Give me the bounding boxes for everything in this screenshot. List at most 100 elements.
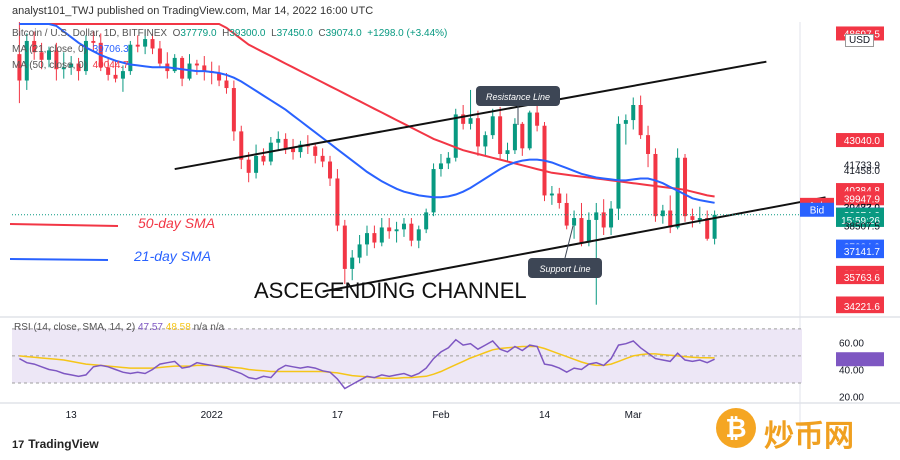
- candle-body: [372, 233, 377, 243]
- price-label: 41733.9: [844, 161, 881, 172]
- rsi-extra: n/a n/a: [194, 322, 225, 333]
- high-value: 39300.0: [229, 28, 266, 39]
- low-label: L: [271, 28, 277, 39]
- currency-badge[interactable]: USD: [845, 34, 875, 47]
- close-value: 39074.0: [325, 28, 362, 39]
- candle-body: [39, 52, 44, 60]
- candle-body: [120, 71, 125, 79]
- support-label: Support Line: [539, 264, 590, 274]
- rsi-value: 47.57: [138, 322, 163, 333]
- candle-body: [91, 40, 96, 43]
- candle-body: [468, 118, 473, 124]
- candle-body: [313, 146, 318, 156]
- rsi-ma-value: 48.58: [166, 322, 191, 333]
- candle-body: [631, 105, 636, 121]
- support-label-pointer: [564, 225, 574, 259]
- candle-body: [505, 150, 510, 154]
- x-axis-label: 14: [539, 410, 551, 421]
- rsi-legend: RSI (14, close, SMA, 14, 2) 47.57 48.58 …: [14, 322, 225, 333]
- candle-body: [298, 144, 303, 153]
- candle-body: [194, 63, 199, 66]
- ma50-legend[interactable]: MA (50, close, 0) 40044.7: [12, 60, 129, 71]
- bitcoin-icon: ₿: [716, 408, 756, 448]
- symbol-name: Bitcoin / U.S. Dollar, 1D, BITFINEX: [12, 28, 168, 39]
- close-label: C: [318, 28, 326, 39]
- candle-body: [17, 54, 22, 81]
- change-value: +1298.0 (+3.44%): [367, 28, 448, 39]
- price-label: 43040.0: [844, 136, 881, 147]
- chart-header: analyst101_TWJ published on TradingView.…: [0, 0, 900, 22]
- candle-body: [601, 212, 606, 228]
- price-badge: [836, 270, 884, 285]
- watermark-logo: ₿ 炒币网: [716, 408, 886, 453]
- candle-body: [350, 257, 355, 269]
- candle-body: [61, 67, 66, 70]
- candle-body: [401, 223, 406, 230]
- candle-body: [461, 114, 466, 124]
- candle-body: [328, 161, 333, 179]
- candle-body: [453, 114, 458, 158]
- candle-body: [438, 163, 443, 170]
- candle-body: [586, 219, 591, 243]
- candle-body: [83, 40, 88, 72]
- ma21-label: MA (21, close, 0): [12, 44, 88, 55]
- support-label-box: [528, 258, 602, 278]
- ma21-legend[interactable]: MA (21, close, 0) 39706.3: [12, 44, 129, 55]
- candle-body: [76, 63, 81, 72]
- candle-body: [409, 223, 414, 241]
- ma21-value: 39706.3: [92, 44, 129, 55]
- candle-body: [616, 123, 621, 209]
- price-label: 41458.0: [844, 166, 881, 177]
- candle-body: [483, 135, 488, 147]
- open-value: 37779.0: [180, 28, 217, 39]
- rsi-axis-label: 60.00: [839, 338, 864, 349]
- channel-title: ASCECENDING CHANNEL: [254, 278, 527, 303]
- candle-body: [705, 218, 710, 239]
- resistance-label: Resistance Line: [486, 92, 550, 102]
- candle-body: [69, 63, 74, 68]
- chart-footer: 17 TradingView: [0, 432, 900, 460]
- ma50-value: 40044.7: [92, 60, 129, 71]
- candle-body: [431, 169, 436, 213]
- candle-body: [276, 138, 281, 143]
- candle-body: [342, 225, 347, 269]
- candle-body: [490, 116, 495, 136]
- candle-body: [623, 120, 628, 124]
- candle-body: [224, 80, 229, 89]
- rsi-line: [19, 338, 715, 390]
- sma21-key-line: [9, 258, 109, 261]
- candle-body: [475, 118, 480, 147]
- candle-body: [261, 155, 266, 162]
- candle-body: [498, 116, 503, 154]
- x-axis-label: 2022: [201, 410, 224, 421]
- candle-body: [690, 216, 695, 220]
- price-badge: [836, 133, 884, 148]
- rsi-axis-label: 20.00: [839, 393, 864, 404]
- ma50-label: MA (50, close, 0): [12, 60, 88, 71]
- candle-body: [143, 39, 148, 47]
- symbol-legend[interactable]: Bitcoin / U.S. Dollar, 1D, BITFINEX O377…: [12, 28, 447, 39]
- candle-body: [683, 157, 688, 217]
- candle-body: [172, 57, 177, 72]
- resistance-line: [174, 60, 767, 171]
- price-label: 35763.6: [844, 273, 881, 284]
- watermark-text: 炒币网: [764, 420, 854, 453]
- price-label: 38507.5: [844, 221, 881, 232]
- candle-body: [549, 193, 554, 196]
- rsi-current-badge: [836, 352, 884, 367]
- candle-body: [668, 210, 673, 228]
- price-label: 39947.9: [844, 194, 881, 205]
- candle-body: [520, 123, 525, 149]
- candle-body: [712, 214, 717, 239]
- bid-label: Bid: [810, 206, 824, 217]
- candle-body: [557, 193, 562, 203]
- candle-body: [609, 208, 614, 228]
- price-badge: [836, 299, 884, 314]
- candle-body: [291, 148, 296, 153]
- candle-body: [365, 233, 369, 245]
- tradingview-logo[interactable]: 17 TradingView: [12, 437, 99, 451]
- bid-tag: [800, 202, 834, 217]
- candle-body: [446, 157, 451, 164]
